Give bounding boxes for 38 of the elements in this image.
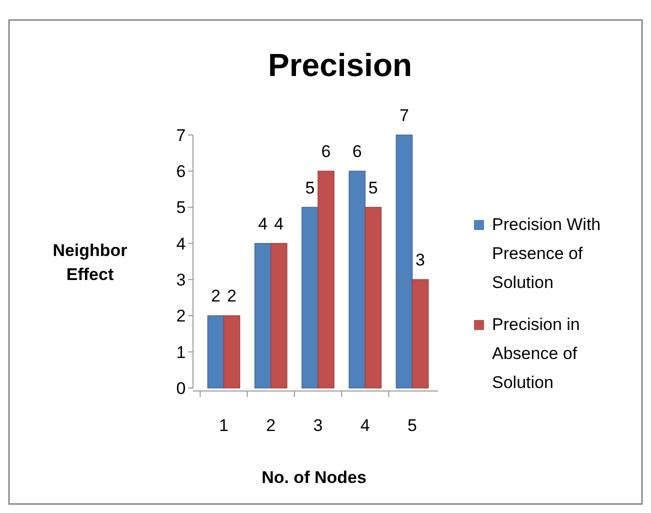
data-label: 3 (416, 250, 426, 270)
y-tick-label: 7 (176, 126, 186, 145)
y-axis-title: Neighbor Effect (52, 241, 128, 284)
data-label: 5 (305, 178, 315, 198)
y-tick-label: 5 (176, 198, 186, 218)
bar (396, 134, 413, 388)
bar (207, 315, 224, 388)
y-tick-label: 6 (176, 162, 186, 182)
data-label: 7 (400, 106, 409, 125)
data-label: 4 (274, 214, 284, 234)
data-label: 2 (227, 286, 236, 306)
x-tick-label: 5 (408, 416, 417, 435)
x-tick-label: 2 (266, 416, 276, 435)
bar (318, 170, 334, 388)
x-tick-label: 1 (219, 416, 228, 435)
y-tick-label: 3 (176, 270, 186, 290)
chart-title: Precision (268, 47, 412, 83)
data-label: 4 (258, 214, 268, 234)
bar (254, 243, 272, 388)
x-tick-label: 3 (313, 416, 323, 435)
x-axis-title: No. of Nodes (262, 468, 366, 487)
data-label: 6 (321, 142, 331, 162)
bar (412, 279, 429, 388)
legend-label: Precision in Absence of Solution (492, 315, 580, 392)
data-label: 6 (352, 142, 362, 162)
legend-label: Precision With Presence of Solution (492, 215, 601, 292)
y-tick-label: 0 (176, 378, 186, 398)
bar (348, 170, 366, 388)
bar (270, 243, 288, 388)
x-tick-label: 4 (360, 416, 370, 435)
y-tick-label: 1 (176, 342, 186, 362)
bar (364, 206, 382, 388)
data-label: 5 (368, 178, 378, 198)
bar (302, 206, 318, 388)
bar (223, 315, 240, 388)
y-tick-label: 4 (176, 234, 186, 254)
y-tick-label: 2 (176, 306, 186, 326)
data-label: 2 (210, 286, 220, 306)
